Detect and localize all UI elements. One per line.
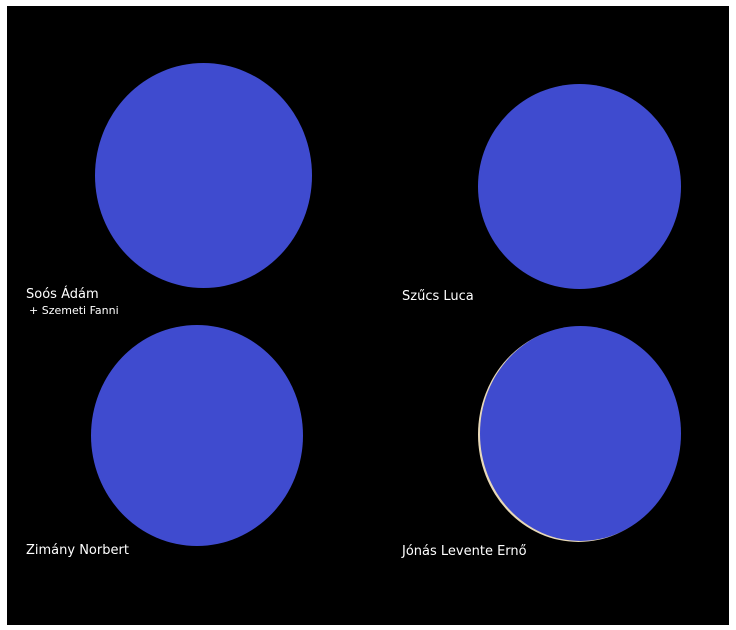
participant-name: Soós Ádám <box>26 287 99 302</box>
participant-name: Jónás Levente Ernő <box>402 544 527 559</box>
participant-avatar <box>478 84 681 289</box>
participant-avatar <box>480 326 681 541</box>
video-grid: Soós Ádám + Szemeti Fanni Szűcs Luca Zim… <box>7 6 729 625</box>
participant-extra-label: + Szemeti Fanni <box>29 304 119 317</box>
participant-avatar <box>95 63 312 288</box>
participant-avatar <box>91 325 303 546</box>
participant-name: Szűcs Luca <box>402 289 474 304</box>
participant-name: Zimány Norbert <box>26 543 129 558</box>
